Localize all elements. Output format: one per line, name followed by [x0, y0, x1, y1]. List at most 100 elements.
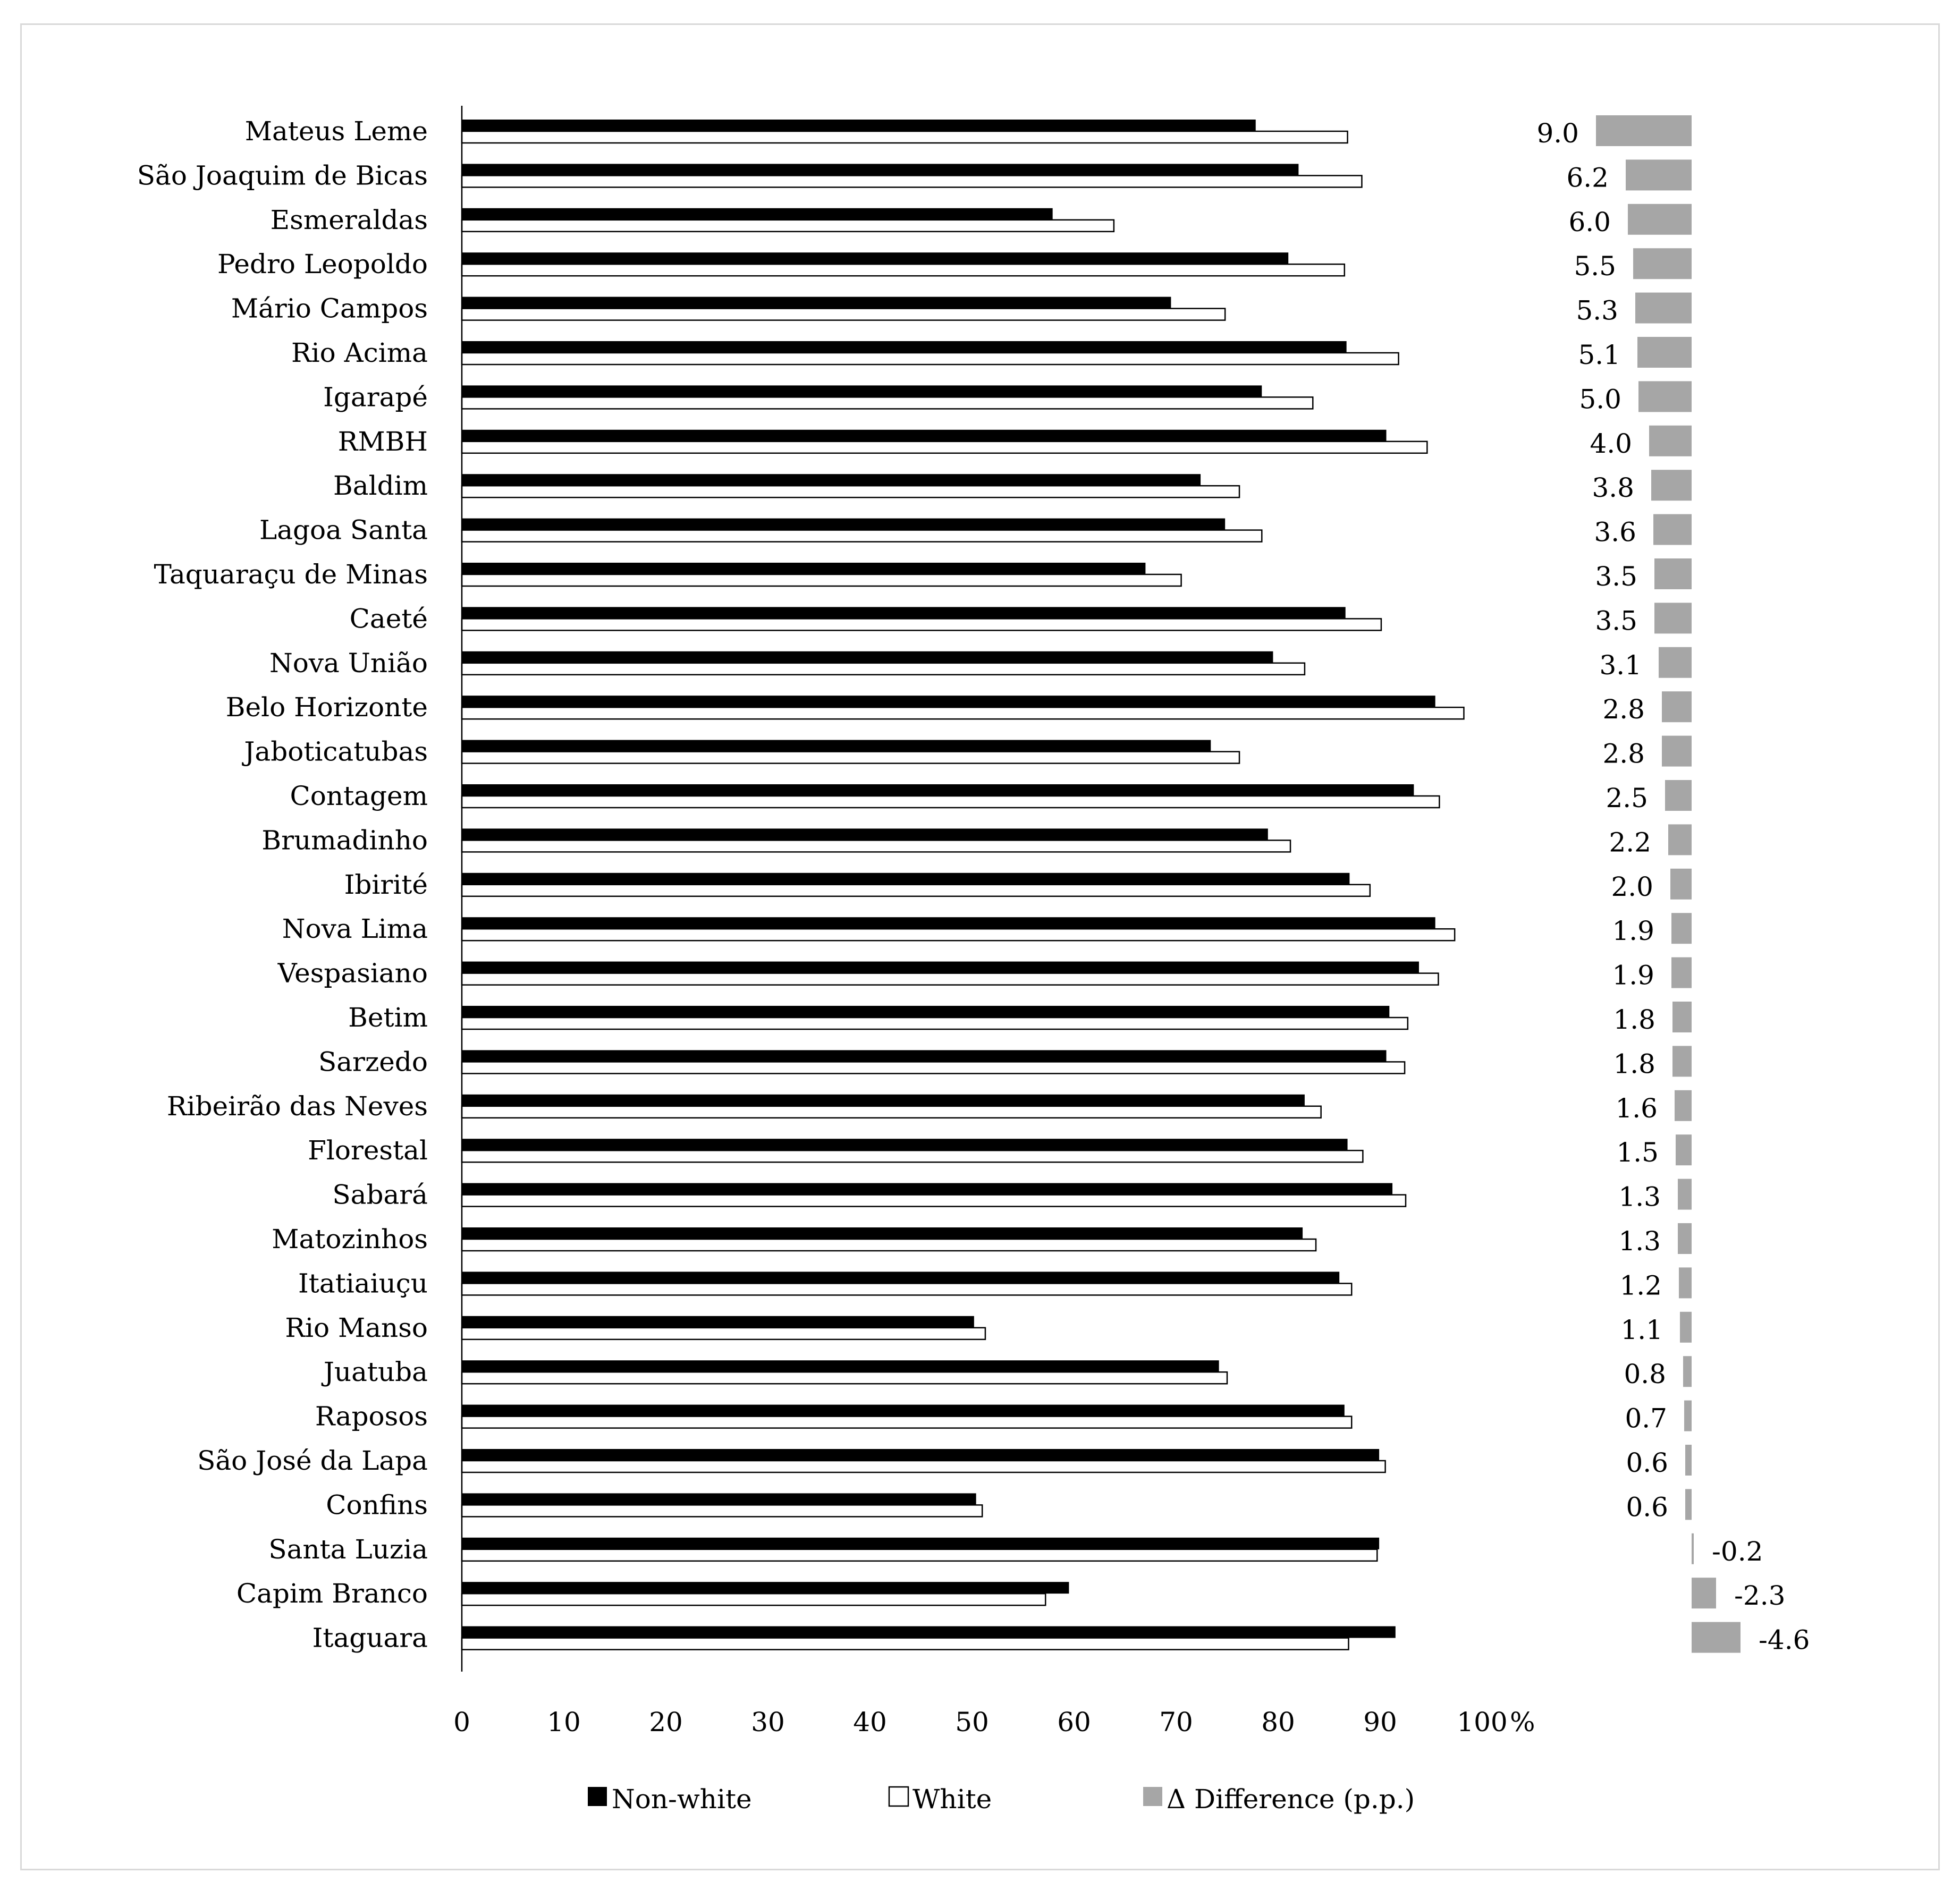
- diff-label-sabara: 1.3: [1618, 1182, 1661, 1213]
- diff-bar-vespasiano: [1671, 957, 1692, 988]
- x-tick-label-80: 80: [1261, 1707, 1295, 1738]
- diff-label-rmbh: 4.0: [1590, 428, 1632, 459]
- row-taquaracu-de-minas: Taquaraçu de Minas 3.5: [154, 558, 1692, 592]
- bar-white-ribeirao-das-neves: [461, 1105, 1322, 1119]
- diff-label-rio-manso: 1.1: [1620, 1315, 1663, 1345]
- category-label-florestal: Florestal: [308, 1135, 428, 1166]
- diff-bar-mateus-leme: [1596, 115, 1692, 146]
- bar-white-sao-joaquim-de-bicas: [461, 175, 1363, 188]
- diff-label-vespasiano: 1.9: [1612, 960, 1654, 991]
- row-raposos: Raposos 0.7: [315, 1400, 1692, 1434]
- bar-nonwhite-sarzedo: [462, 1050, 1387, 1062]
- row-itatiaiucu: Itatiaiuçu 1.2: [298, 1267, 1692, 1301]
- row-caete: Caeté 3.5: [350, 603, 1692, 636]
- row-nova-lima: Nova Lima 1.9: [282, 913, 1692, 946]
- category-label-rio-manso: Rio Manso: [285, 1312, 428, 1343]
- diff-label-santa-luzia: -0.2: [1712, 1536, 1763, 1567]
- category-label-pedro-leopoldo: Pedro Leopoldo: [217, 249, 428, 279]
- row-esmeraldas: Esmeraldas 6.0: [271, 204, 1692, 238]
- bar-white-igarape: [461, 396, 1314, 410]
- category-label-taquaracu-de-minas: Taquaraçu de Minas: [154, 559, 428, 590]
- category-label-contagem: Contagem: [290, 781, 428, 811]
- row-santa-luzia: Santa Luzia -0.2: [268, 1533, 1763, 1567]
- diff-label-sao-jose-da-lapa: 0.6: [1626, 1447, 1668, 1478]
- category-label-vespasiano: Vespasiano: [277, 958, 428, 989]
- bar-nonwhite-ribeirao-das-neves: [462, 1094, 1305, 1106]
- diff-bar-lagoa-santa: [1653, 514, 1692, 545]
- diff-bar-sabara: [1678, 1179, 1692, 1210]
- category-label-jaboticatubas: Jaboticatubas: [241, 736, 428, 767]
- x-tick-label-90: 90: [1363, 1707, 1397, 1738]
- diff-label-jaboticatubas: 2.8: [1602, 739, 1645, 769]
- row-rmbh: RMBH 4.0: [338, 425, 1692, 459]
- x-tick-label-40: 40: [853, 1707, 887, 1738]
- diff-label-taquaracu-de-minas: 3.5: [1595, 561, 1637, 592]
- bar-white-rio-acima: [461, 352, 1399, 366]
- diff-label-caete: 3.5: [1595, 605, 1637, 636]
- row-sao-joaquim-de-bicas: São Joaquim de Bicas 6.2: [137, 159, 1692, 193]
- row-mateus-leme: Mateus Leme 9.0: [245, 115, 1692, 149]
- diff-bar-sao-jose-da-lapa: [1685, 1445, 1692, 1476]
- category-label-itaguara: Itaguara: [312, 1623, 428, 1654]
- bar-white-mario-campos: [461, 308, 1226, 321]
- row-rio-manso: Rio Manso 1.1: [285, 1311, 1692, 1345]
- category-label-baldim: Baldim: [333, 470, 428, 501]
- category-label-igarape: Igarapé: [323, 382, 428, 412]
- bar-white-betim: [461, 1016, 1409, 1030]
- diff-label-mateus-leme: 9.0: [1536, 118, 1579, 149]
- bar-nonwhite-rio-manso: [462, 1316, 974, 1328]
- bar-nonwhite-brumadinho: [462, 828, 1268, 841]
- row-jaboticatubas: Jaboticatubas 2.8: [241, 735, 1692, 769]
- bar-white-contagem: [461, 795, 1440, 809]
- diff-label-belo-horizonte: 2.8: [1602, 694, 1645, 725]
- x-tick-label-20: 20: [649, 1707, 683, 1738]
- diff-bar-caete: [1654, 603, 1692, 634]
- bar-nonwhite-florestal: [462, 1139, 1348, 1151]
- category-label-rio-acima: Rio Acima: [291, 337, 428, 368]
- diff-label-capim-branco: -2.3: [1734, 1580, 1785, 1611]
- legend-swatch-white: [888, 1786, 909, 1807]
- bar-white-ibirite: [461, 884, 1371, 897]
- bar-white-sabara: [461, 1194, 1407, 1207]
- bar-nonwhite-ibirite: [462, 872, 1350, 885]
- row-sao-jose-da-lapa: São José da Lapa 0.6: [197, 1445, 1692, 1478]
- category-label-sarzedo: Sarzedo: [318, 1046, 428, 1077]
- diff-bar-sarzedo: [1672, 1046, 1692, 1077]
- diff-label-confins: 0.6: [1626, 1491, 1668, 1522]
- category-label-itatiaiucu: Itatiaiuçu: [298, 1268, 428, 1299]
- bar-nonwhite-pedro-leopoldo: [462, 252, 1289, 265]
- diff-label-pedro-leopoldo: 5.5: [1574, 251, 1616, 282]
- diff-label-florestal: 1.5: [1616, 1137, 1659, 1168]
- diff-bar-esmeraldas: [1628, 204, 1692, 235]
- diff-label-baldim: 3.8: [1592, 472, 1634, 503]
- diff-label-brumadinho: 2.2: [1609, 827, 1651, 858]
- bar-white-itaguara: [461, 1637, 1349, 1650]
- row-confins: Confins 0.6: [326, 1489, 1692, 1522]
- row-brumadinho: Brumadinho 2.2: [261, 824, 1692, 858]
- diff-bar-mario-campos: [1635, 292, 1692, 324]
- diff-bar-pedro-leopoldo: [1633, 248, 1692, 279]
- bar-white-juatuba: [461, 1371, 1228, 1385]
- bar-white-esmeraldas: [461, 219, 1115, 233]
- diff-bar-matozinhos: [1678, 1223, 1692, 1254]
- category-label-juatuba: Juatuba: [321, 1357, 428, 1387]
- bar-white-pedro-leopoldo: [461, 263, 1346, 277]
- bar-nonwhite-jaboticatubas: [462, 740, 1211, 752]
- bar-nonwhite-caete: [462, 607, 1346, 619]
- bar-nonwhite-igarape: [462, 385, 1262, 397]
- bar-nonwhite-itaguara: [462, 1626, 1396, 1638]
- diff-bar-florestal: [1676, 1134, 1692, 1166]
- category-label-confins: Confins: [326, 1489, 428, 1520]
- category-label-caete: Caeté: [350, 603, 428, 634]
- diff-label-ribeirao-das-neves: 1.6: [1615, 1093, 1658, 1124]
- diff-label-lagoa-santa: 3.6: [1594, 517, 1636, 548]
- category-label-mateus-leme: Mateus Leme: [245, 116, 428, 147]
- bar-white-lagoa-santa: [461, 529, 1263, 543]
- diff-label-raposos: 0.7: [1625, 1403, 1667, 1434]
- legend: Non-white White Δ Difference (p.p.): [588, 1784, 1415, 1815]
- x-axis-unit: %: [1510, 1707, 1535, 1738]
- category-label-nova-uniao: Nova União: [269, 648, 428, 679]
- bar-nonwhite-mario-campos: [462, 296, 1171, 309]
- x-tick-label-70: 70: [1159, 1707, 1193, 1738]
- bar-nonwhite-santa-luzia: [462, 1537, 1380, 1549]
